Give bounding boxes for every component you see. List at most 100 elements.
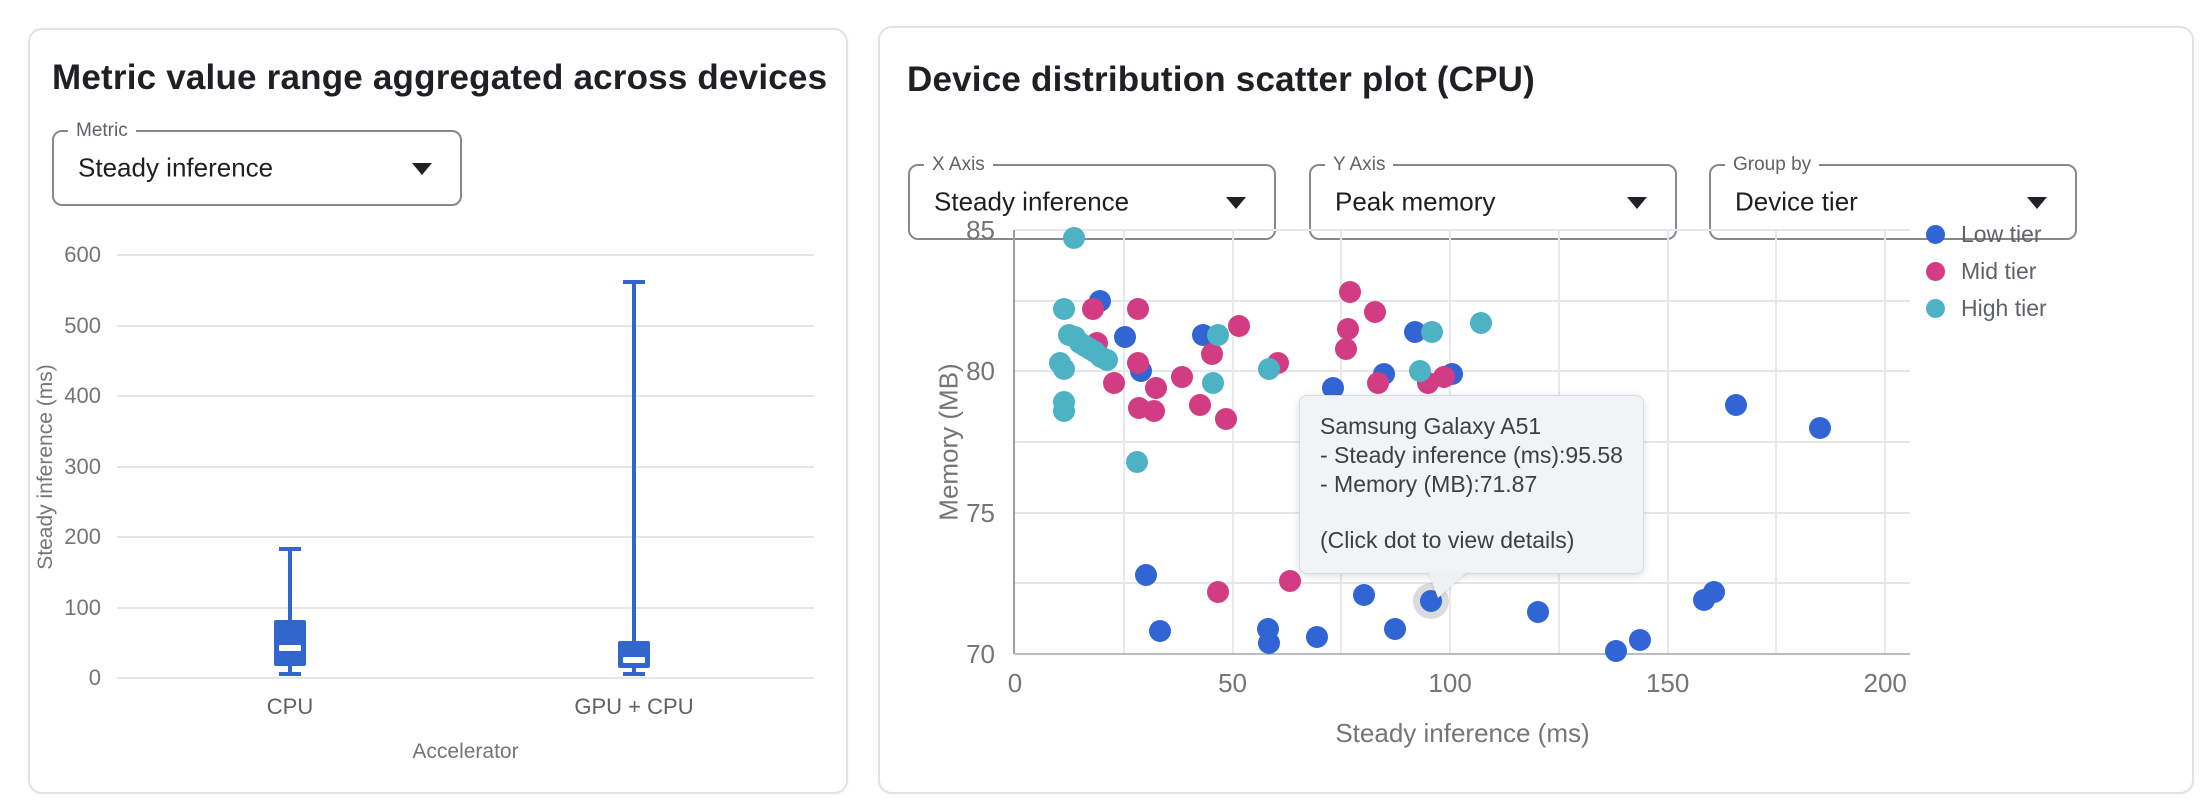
scatter-dot[interactable] [1724, 394, 1747, 417]
scatter-dot[interactable] [1052, 298, 1075, 321]
scatter-dot[interactable] [1103, 371, 1126, 394]
x-axis-dropdown[interactable]: X Axis Steady inference [908, 153, 1276, 240]
caret-down-icon [2027, 197, 2047, 209]
scatter-dot[interactable] [1207, 323, 1230, 346]
scatter-dot[interactable] [1404, 320, 1427, 343]
scatter-dot[interactable] [1189, 394, 1212, 417]
legend-item-mid-tier[interactable]: Mid tier [1926, 258, 2036, 284]
scatter-dot[interactable] [1215, 408, 1238, 431]
x-axis-tick-label: 100 [1428, 668, 1472, 698]
boxplot-x-axis-title: Accelerator [412, 740, 519, 763]
tooltip-metric-line: - Steady inference (ms):95.58 [1320, 442, 1623, 468]
scatter-dot[interactable] [1149, 620, 1172, 643]
y-axis-tick-label: 300 [64, 453, 101, 479]
y-axis-tick-label: 85 [966, 215, 995, 245]
scatter-x-axis-title: Steady inference (ms) [1335, 718, 1590, 748]
scatter-dot[interactable] [1305, 626, 1328, 649]
box-whisker[interactable] [632, 281, 636, 675]
scatter-dot[interactable] [1095, 349, 1118, 372]
scatter-dot[interactable] [1629, 628, 1652, 651]
x-axis-tick-label: 0 [1007, 668, 1023, 698]
gridline [117, 395, 814, 397]
scatter-dot[interactable] [1228, 315, 1251, 338]
scatter-dot[interactable] [1257, 631, 1280, 654]
scatter-dot[interactable] [1171, 365, 1194, 388]
caret-down-icon [412, 163, 432, 175]
scatter-dot[interactable] [1605, 640, 1628, 663]
legend-label: High tier [1961, 294, 2047, 321]
box-median [623, 657, 645, 664]
scatter-card: Device distribution scatter plot (CPU) X… [878, 26, 2194, 794]
legend-color-dot [1926, 298, 1945, 318]
group-by-dropdown[interactable]: Group by Device tier [1709, 153, 2077, 240]
scatter-dot[interactable] [1336, 317, 1359, 340]
legend-item-low-tier[interactable]: Low tier [1926, 221, 2042, 247]
y-axis-line [1013, 230, 1015, 654]
y-axis-dropdown-value: Peak memory [1335, 186, 1496, 217]
scatter-dot[interactable] [1081, 298, 1104, 321]
scatter-dot[interactable] [1113, 326, 1136, 349]
metric-dropdown-label: Metric [68, 119, 136, 143]
scatter-dot[interactable] [1258, 357, 1281, 380]
scatter-dot[interactable] [1207, 580, 1230, 603]
scatter-dot[interactable] [1334, 337, 1357, 360]
box-whisker[interactable] [288, 548, 292, 674]
scatter-dot[interactable] [1052, 399, 1075, 422]
gridline [117, 254, 814, 256]
gridline [117, 324, 814, 327]
scatter-dot[interactable] [1143, 399, 1166, 422]
x-axis-tick-label: 150 [1645, 668, 1690, 698]
scatter-dot[interactable] [1421, 320, 1444, 343]
legend-color-dot [1926, 224, 1945, 244]
scatter-dot[interactable] [1062, 227, 1085, 250]
gridline [117, 606, 814, 609]
scatter-dot[interactable] [1202, 371, 1225, 394]
scatter-y-axis-title: Memory (MB) [933, 363, 964, 521]
box-iqr[interactable] [274, 620, 306, 666]
tooltip-hint: (Click dot to view details) [1320, 527, 1575, 553]
y-axis-tick-label: 80 [966, 356, 995, 387]
y-axis-tick-label: 100 [64, 594, 101, 620]
x-axis-tick-label: 50 [1218, 668, 1248, 698]
y-axis-tick-label: 500 [64, 312, 101, 338]
boxplot-plot-area: 0 100 200 300 400 500 600 CPU GPU + CPU Accelerat… [64, 242, 814, 763]
box-iqr[interactable] [618, 641, 650, 669]
x-axis-dropdown-value: Steady inference [934, 186, 1130, 217]
scatter-dot[interactable] [1702, 580, 1725, 603]
gridline [1015, 299, 1910, 302]
gridline [117, 536, 814, 538]
scatter-dot[interactable] [1144, 377, 1167, 400]
legend-item-high-tier[interactable]: High tier [1926, 294, 2047, 321]
legend-color-dot [1926, 261, 1945, 281]
scatter-dot[interactable] [1134, 563, 1157, 586]
scatter-dot[interactable] [1321, 377, 1344, 400]
scatter-dot[interactable] [1352, 583, 1375, 606]
scatter-dot[interactable] [1126, 351, 1149, 374]
scatter-dot[interactable] [1126, 450, 1149, 473]
boxplot-y-axis-title: Steady inference (ms) [34, 364, 57, 570]
scatter-dot[interactable] [1364, 300, 1387, 323]
scatter-dot[interactable] [1367, 371, 1390, 394]
x-axis-line [1015, 653, 1910, 655]
scatter-dot[interactable] [1127, 298, 1150, 321]
scatter-dot[interactable] [1338, 281, 1361, 304]
caret-down-icon [1226, 197, 1246, 209]
scatter-dot[interactable] [1809, 416, 1832, 439]
scatter-dot[interactable] [1432, 365, 1455, 388]
scatter-dot[interactable] [1278, 569, 1301, 592]
y-axis-dropdown[interactable]: Y Axis Peak memory [1309, 153, 1677, 240]
scatter-dot[interactable] [1526, 600, 1549, 623]
scatter-dot[interactable] [1201, 343, 1224, 366]
tooltip-tail [1428, 571, 1468, 598]
metric-dropdown[interactable]: Metric Steady inference [52, 119, 462, 206]
scatter-dot[interactable] [1469, 312, 1492, 335]
scatter-card-title: Device distribution scatter plot (CPU) [907, 60, 1535, 99]
scatter-dot[interactable] [1384, 617, 1407, 640]
scatter-dot[interactable] [1408, 360, 1431, 383]
box-median [279, 645, 301, 652]
y-axis-dropdown-label: Y Axis [1325, 153, 1394, 177]
scatter-dot[interactable] [1052, 357, 1075, 380]
gridline [117, 465, 814, 468]
whisker-min-cap [279, 671, 301, 676]
